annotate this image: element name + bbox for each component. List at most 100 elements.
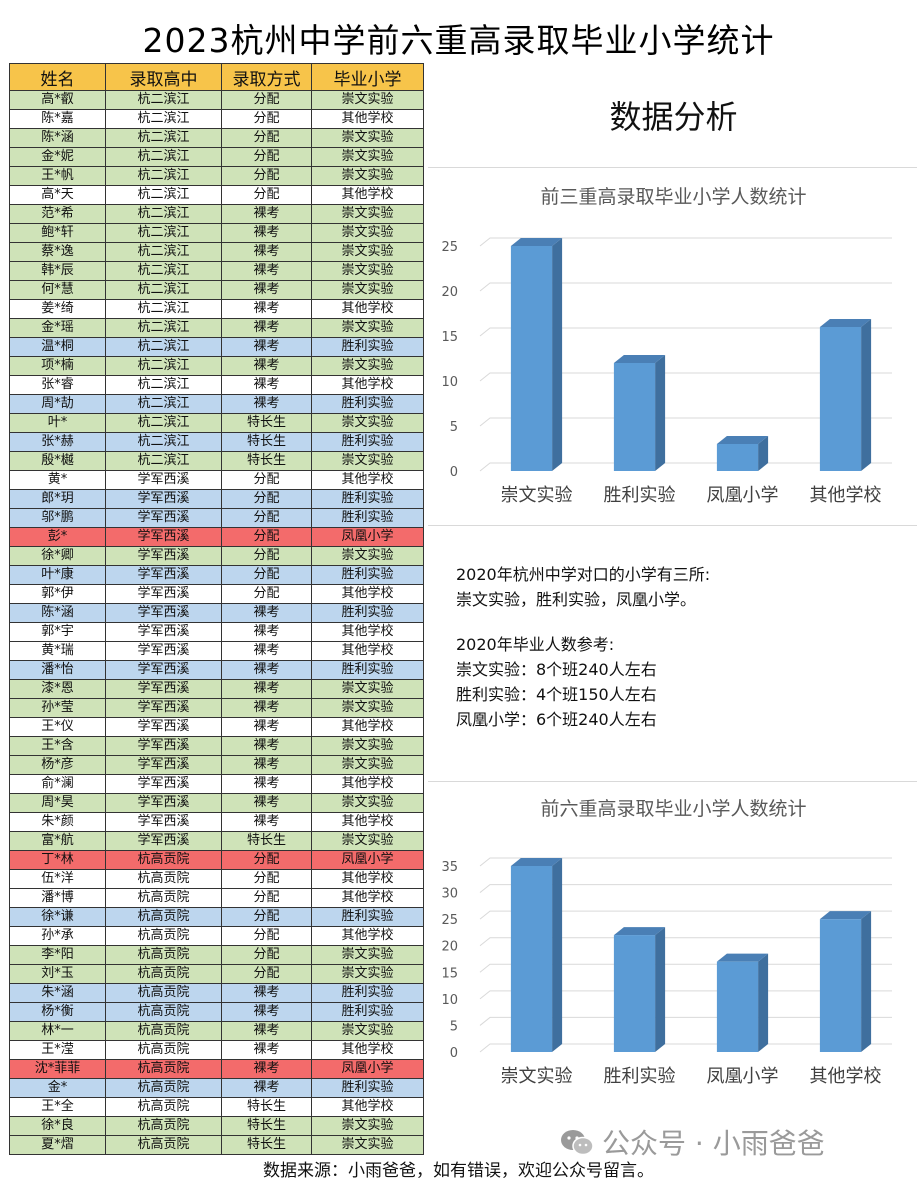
bar [819, 327, 862, 471]
cell-high-school: 学军西溪 [105, 565, 222, 585]
cell-high-school: 杭高贡院 [105, 1116, 222, 1136]
cell-method: 分配 [221, 945, 312, 965]
x-category-label: 凤凰小学 [707, 1066, 779, 1087]
cell-name: 王*仪 [9, 717, 106, 737]
cell-name: 姜*绮 [9, 299, 106, 319]
cell-primary-school: 胜利实验 [311, 489, 424, 509]
cell-method: 裸考 [221, 204, 312, 224]
cell-name: 郎*玥 [9, 489, 106, 509]
cell-primary-school: 崇文实验 [311, 755, 424, 775]
cell-primary-school: 其他学校 [311, 584, 424, 604]
table-row: 叶* 杭二滨江 特长生 崇文实验 [9, 413, 424, 433]
gridline [479, 910, 892, 920]
cell-method: 裸考 [221, 755, 312, 775]
table-row: 范*希 杭二滨江 裸考 崇文实验 [9, 204, 424, 224]
cell-high-school: 杭高贡院 [105, 850, 222, 870]
cell-high-school: 杭二滨江 [105, 375, 222, 395]
cell-high-school: 杭二滨江 [105, 451, 222, 471]
bar-side [758, 953, 769, 1052]
y-tick-label: 5 [450, 1019, 458, 1034]
table-row: 李*阳 杭高贡院 分配 崇文实验 [9, 945, 424, 965]
cell-method: 分配 [221, 546, 312, 566]
cell-name: 漆*恩 [9, 679, 106, 699]
cell-method: 分配 [221, 166, 312, 186]
cell-method: 分配 [221, 489, 312, 509]
cell-name: 孙*莹 [9, 698, 106, 718]
cell-name: 林*一 [9, 1021, 106, 1041]
y-tick-label: 10 [441, 375, 458, 390]
cell-name: 周*劼 [9, 394, 106, 414]
table-row: 朱*颜 学军西溪 裸考 其他学校 [9, 812, 424, 832]
table-row: 王*全 杭高贡院 特长生 其他学校 [9, 1097, 424, 1117]
watermark: 公众号 · 小雨爸爸 [560, 1122, 825, 1162]
y-tick-label: 20 [441, 285, 458, 300]
cell-high-school: 杭高贡院 [105, 1021, 222, 1041]
cell-name: 沈*菲菲 [9, 1059, 106, 1079]
y-tick-label: 25 [441, 240, 458, 255]
cell-primary-school: 其他学校 [311, 299, 424, 319]
cell-high-school: 学军西溪 [105, 755, 222, 775]
cell-high-school: 杭高贡院 [105, 983, 222, 1003]
cell-method: 特长生 [221, 432, 312, 452]
cell-name: 韩*辰 [9, 261, 106, 281]
cell-method: 裸考 [221, 622, 312, 642]
table-row: 漆*恩 学军西溪 裸考 崇文实验 [9, 679, 424, 699]
table-row: 丁*林 杭高贡院 分配 凤凰小学 [9, 850, 424, 870]
cell-primary-school: 崇文实验 [311, 280, 424, 300]
gridline [479, 372, 892, 382]
column-header-name: 姓名 [9, 63, 106, 91]
chart-title: 前三重高录取毕业小学人数统计 [540, 186, 807, 208]
cell-name: 王*滢 [9, 1040, 106, 1060]
cell-name: 潘*怡 [9, 660, 106, 680]
cell-primary-school: 崇文实验 [311, 90, 424, 110]
y-tick-label: 0 [450, 1046, 458, 1061]
divider [428, 167, 917, 168]
cell-method: 裸考 [221, 1078, 312, 1098]
cell-method: 裸考 [221, 983, 312, 1003]
table-row: 蔡*逸 杭二滨江 裸考 崇文实验 [9, 242, 424, 262]
cell-name: 丁*林 [9, 850, 106, 870]
cell-method: 分配 [221, 90, 312, 110]
cell-method: 裸考 [221, 793, 312, 813]
cell-method: 特长生 [221, 451, 312, 471]
cell-high-school: 学军西溪 [105, 793, 222, 813]
cell-method: 分配 [221, 185, 312, 205]
table-row: 陈*嘉 杭二滨江 分配 其他学校 [9, 109, 424, 129]
cell-name: 陈*涵 [9, 128, 106, 148]
cell-name: 王*含 [9, 736, 106, 756]
cell-method: 裸考 [221, 337, 312, 357]
cell-name: 徐*卿 [9, 546, 106, 566]
cell-primary-school: 崇文实验 [311, 964, 424, 984]
cell-name: 蔡*逸 [9, 242, 106, 262]
divider [428, 781, 917, 782]
cell-high-school: 学军西溪 [105, 812, 222, 832]
y-tick-label: 5 [450, 420, 458, 435]
table-row: 温*桐 杭二滨江 裸考 胜利实验 [9, 337, 424, 357]
cell-name: 夏*熠 [9, 1135, 106, 1155]
cell-method: 分配 [221, 888, 312, 908]
table-row: 黄*瑞 学军西溪 裸考 其他学校 [9, 641, 424, 661]
column-header-method: 录取方式 [221, 63, 312, 91]
table-row: 高*叡 杭二滨江 分配 崇文实验 [9, 90, 424, 110]
table-row: 徐*卿 学军西溪 分配 崇文实验 [9, 546, 424, 566]
cell-high-school: 学军西溪 [105, 660, 222, 680]
cell-high-school: 学军西溪 [105, 546, 222, 566]
cell-high-school: 学军西溪 [105, 489, 222, 509]
cell-high-school: 杭二滨江 [105, 261, 222, 281]
cell-primary-school: 胜利实验 [311, 603, 424, 623]
cell-method: 分配 [221, 470, 312, 490]
cell-primary-school: 其他学校 [311, 641, 424, 661]
cell-method: 分配 [221, 508, 312, 528]
cell-name: 杨*彦 [9, 755, 106, 775]
table-row: 潘*博 杭高贡院 分配 其他学校 [9, 888, 424, 908]
bar [716, 961, 759, 1052]
table-row: 林*一 杭高贡院 裸考 崇文实验 [9, 1021, 424, 1041]
cell-primary-school: 凤凰小学 [311, 850, 424, 870]
cell-high-school: 杭高贡院 [105, 945, 222, 965]
bar-top [613, 355, 666, 363]
table-row: 邬*鹏 学军西溪 分配 胜利实验 [9, 508, 424, 528]
table-row: 富*航 学军西溪 特长生 崇文实验 [9, 831, 424, 851]
cell-name: 伍*洋 [9, 869, 106, 889]
bar-top [613, 927, 666, 936]
cell-high-school: 学军西溪 [105, 622, 222, 642]
